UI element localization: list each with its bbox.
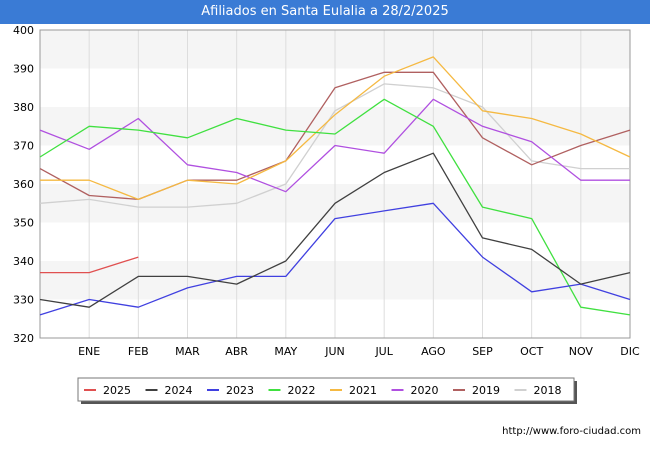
legend-label-2019: 2019	[472, 384, 500, 397]
x-tick-label: ABR	[225, 345, 248, 358]
x-tick-label: DIC	[620, 345, 640, 358]
series-line-2022	[39, 98, 631, 316]
series-line-2025	[40, 256, 139, 274]
legend-box	[77, 377, 575, 402]
plot-area-border	[39, 29, 631, 339]
legend-label-2018: 2018	[534, 384, 562, 397]
series-line-2018	[39, 83, 630, 208]
x-tick-label: MAY	[274, 345, 297, 358]
y-tick-label: 370	[13, 140, 34, 153]
x-tick-label: SEP	[472, 345, 493, 358]
legend-label-2024: 2024	[165, 384, 193, 397]
x-tick-label: MAR	[175, 345, 200, 358]
y-tick-label: 340	[13, 255, 34, 268]
source-url: http://www.foro-ciudad.com	[502, 426, 641, 437]
series-line-2020	[39, 98, 630, 193]
y-tick-label: 330	[13, 294, 34, 307]
y-tick-label: 320	[13, 332, 34, 345]
y-tick-label: 380	[13, 101, 34, 114]
x-tick-label: AGO	[421, 345, 446, 358]
legend: 2025 2024 2023 2022 2021 2020 2019 2018	[77, 377, 577, 404]
series-line-2023	[39, 202, 631, 316]
x-tick-label: NOV	[569, 345, 594, 358]
legend-label-2022: 2022	[288, 384, 316, 397]
series-line-2021	[40, 56, 631, 201]
x-tick-label: OCT	[520, 345, 543, 358]
x-tick-label: JUL	[374, 345, 393, 358]
legend-label-2023: 2023	[226, 384, 254, 397]
legend-label-2025: 2025	[103, 384, 131, 397]
y-tick-label: 360	[13, 178, 34, 191]
vertical-gridlines	[88, 30, 582, 338]
y-tick-label: 390	[13, 63, 34, 76]
y-tick-label: 400	[13, 24, 34, 37]
y-axis-ticks: 320 330 340 350 360 370 380 390 400	[13, 24, 34, 345]
chart-title: Afiliados en Santa Eulalia a 28/2/2025	[0, 0, 650, 24]
x-tick-label: FEB	[128, 345, 149, 358]
series-lines	[39, 56, 631, 316]
x-axis-ticks: ENE FEB MAR ABR MAY JUN JUL AGO SEP OCT NOV DIC	[78, 345, 640, 358]
legend-label-2020: 2020	[411, 384, 439, 397]
legend-label-2021: 2021	[349, 384, 377, 397]
x-tick-label: JUN	[324, 345, 345, 358]
y-tick-label: 350	[13, 217, 34, 230]
x-tick-label: ENE	[78, 345, 100, 358]
series-line-2024	[39, 152, 631, 308]
